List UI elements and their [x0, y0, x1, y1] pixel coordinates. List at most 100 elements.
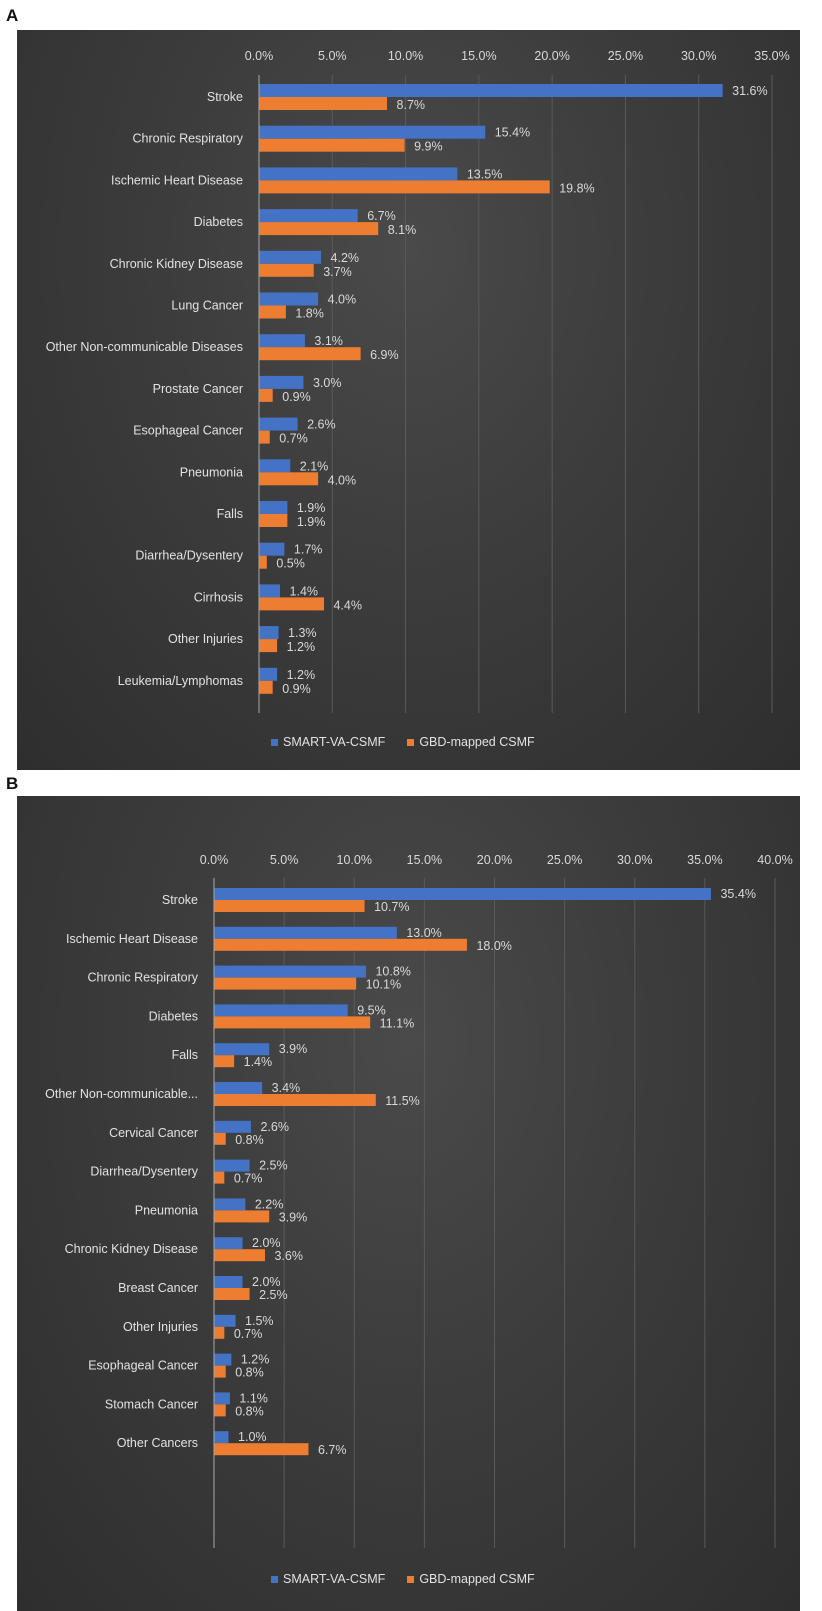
- legend-a-smart-swatch: [271, 738, 278, 746]
- chart-a-data-label-gbd-mapped-csmf: 6.9%: [370, 348, 399, 362]
- chart-a-bar-smart-va-csmf: [259, 375, 304, 389]
- chart-a-bar-smart-va-csmf: [259, 626, 279, 640]
- chart-b-data-label-gbd-mapped-csmf: 11.1%: [380, 1016, 415, 1030]
- chart-b-data-label-gbd-mapped-csmf: 6.7%: [318, 1443, 347, 1457]
- chart-b-category-label: Breast Cancer: [118, 1281, 198, 1295]
- chart-b-category-label: Other Cancers: [117, 1436, 198, 1450]
- chart-b-svg: 0.0% 5.0% 10.0% 15.0% 20.0% 25.0% 30.0% 35.0% 40…: [45, 853, 793, 1548]
- chart-a-bar-smart-va-csmf: [259, 292, 319, 306]
- chart-b-bar-smart-va-csmf: [214, 1353, 232, 1366]
- chart-a-data-label-smart-va-csmf: 3.0%: [313, 376, 342, 390]
- chart-a-x-tick-label: 15.0%: [461, 49, 496, 63]
- chart-a-data-label-gbd-mapped-csmf: 8.1%: [388, 223, 417, 237]
- chart-a-data-label-gbd-mapped-csmf: 3.7%: [323, 265, 352, 279]
- chart-b-bar-smart-va-csmf: [214, 1237, 243, 1250]
- chart-a-bar-smart-va-csmf: [259, 501, 288, 514]
- chart-b-data-label-smart-va-csmf: 9.5%: [357, 1003, 386, 1017]
- chart-b-x-tick-label: 5.0%: [270, 853, 299, 867]
- chart-a-x-tick-label: 0.0%: [245, 49, 274, 63]
- chart-a-data-label-gbd-mapped-csmf: 4.0%: [328, 473, 357, 487]
- chart-b-bar-gbd-mapped-csmf: [214, 900, 365, 912]
- chart-a-bar-gbd-mapped-csmf: [259, 472, 319, 486]
- chart-b-data-label-gbd-mapped-csmf: 10.1%: [366, 978, 401, 992]
- chart-a-x-tick-label: 30.0%: [681, 49, 716, 63]
- chart-b-data-label-smart-va-csmf: 10.8%: [375, 965, 410, 979]
- chart-a-bar-smart-va-csmf: [259, 542, 285, 556]
- chart-a-bar-smart-va-csmf: [259, 459, 291, 473]
- chart-a-bar-smart-va-csmf: [259, 584, 281, 598]
- chart-b-category-label: Chronic Respiratory: [88, 971, 199, 985]
- panel-a-letter: A: [6, 6, 19, 25]
- chart-a-data-label-smart-va-csmf: 1.4%: [290, 584, 319, 598]
- chart-a-bar-gbd-mapped-csmf: [259, 514, 288, 527]
- chart-a-data-label-smart-va-csmf: 4.2%: [331, 251, 360, 265]
- chart-a-category-label: Pneumonia: [180, 465, 243, 479]
- chart-b-data-label-gbd-mapped-csmf: 2.5%: [259, 1288, 288, 1302]
- chart-a-bar-gbd-mapped-csmf: [259, 263, 314, 277]
- chart-b-bar-gbd-mapped-csmf: [214, 1132, 226, 1145]
- chart-a-bar-gbd-mapped-csmf: [259, 222, 379, 236]
- chart-b-data-label-smart-va-csmf: 2.2%: [255, 1197, 283, 1211]
- chart-b-data-label-gbd-mapped-csmf: 3.6%: [274, 1249, 303, 1263]
- chart-b-bar-gbd-mapped-csmf: [214, 1443, 309, 1456]
- chart-a-data-label-smart-va-csmf: 31.6%: [732, 84, 767, 98]
- legend-b-smart-swatch: [271, 1575, 278, 1583]
- chart-b-category-label: Other Non-communicable...: [45, 1087, 198, 1101]
- chart-b-bar-smart-va-csmf: [214, 1276, 243, 1288]
- chart-a-category-label: Stroke: [207, 90, 243, 104]
- chart-a-bar-smart-va-csmf: [259, 209, 358, 223]
- chart-a-category-label: Chronic Kidney Disease: [110, 257, 243, 271]
- chart-b-bar-smart-va-csmf: [214, 1431, 229, 1444]
- chart-a-category-label: Cirrhosis: [194, 590, 243, 604]
- chart-a-bar-gbd-mapped-csmf: [259, 597, 324, 611]
- chart-a-data-label-gbd-mapped-csmf: 1.2%: [287, 640, 316, 654]
- chart-b-data-label-smart-va-csmf: 2.6%: [260, 1120, 289, 1134]
- chart-b-data-label-gbd-mapped-csmf: 0.8%: [235, 1404, 264, 1418]
- chart-a-data-label-smart-va-csmf: 3.1%: [314, 334, 343, 348]
- chart-b-bar-gbd-mapped-csmf: [214, 1210, 270, 1223]
- chart-a-data-label-gbd-mapped-csmf: 0.9%: [282, 390, 311, 404]
- chart-b-data-label-gbd-mapped-csmf: 11.5%: [385, 1094, 420, 1108]
- chart-a-bar-gbd-mapped-csmf: [259, 680, 273, 694]
- chart-b-data-label-smart-va-csmf: 1.0%: [238, 1430, 267, 1444]
- chart-a-x-tick-label: 10.0%: [388, 49, 423, 63]
- chart-b-category-label: Pneumonia: [135, 1203, 198, 1217]
- chart-b-bar-smart-va-csmf: [214, 1198, 246, 1211]
- chart-a-x-tick-label: 5.0%: [318, 49, 347, 63]
- chart-b-data-label-gbd-mapped-csmf: 0.7%: [234, 1172, 263, 1186]
- chart-a-data-label-smart-va-csmf: 13.5%: [467, 167, 502, 181]
- chart-a-bar-gbd-mapped-csmf: [259, 138, 405, 152]
- chart-a-bar-smart-va-csmf: [259, 84, 723, 97]
- chart-a-bar-gbd-mapped-csmf: [259, 388, 273, 402]
- chart-b-bar-gbd-mapped-csmf: [214, 1365, 226, 1378]
- chart-b-data-label-smart-va-csmf: 3.4%: [272, 1081, 301, 1095]
- chart-b-category-label: Falls: [172, 1048, 198, 1062]
- legend-a-smart-label: SMART-VA-CSMF: [283, 735, 386, 749]
- chart-a-bar-gbd-mapped-csmf: [259, 180, 550, 194]
- chart-b-category-label: Diabetes: [149, 1009, 198, 1023]
- chart-b-bar-smart-va-csmf: [214, 1159, 250, 1172]
- chart-b-category-label: Ischemic Heart Disease: [66, 932, 198, 946]
- chart-b-bar-smart-va-csmf: [214, 1004, 348, 1017]
- chart-b-data-label-smart-va-csmf: 1.2%: [241, 1353, 270, 1367]
- chart-b-category-label: Stroke: [162, 893, 198, 907]
- chart-b-data-label-gbd-mapped-csmf: 10.7%: [374, 900, 409, 914]
- chart-b-data-label-gbd-mapped-csmf: 1.4%: [244, 1055, 273, 1069]
- chart-b-data-label-smart-va-csmf: 2.0%: [252, 1275, 280, 1289]
- chart-a-category-label: Diabetes: [194, 215, 243, 229]
- chart-b-bar-gbd-mapped-csmf: [214, 1404, 226, 1417]
- chart-b-bar-smart-va-csmf: [214, 926, 397, 939]
- chart-b-bar-gbd-mapped-csmf: [214, 1288, 250, 1300]
- chart-a-data-label-gbd-mapped-csmf: 19.8%: [559, 181, 594, 195]
- chart-panel-b: 0.0% 5.0% 10.0% 15.0% 20.0% 25.0% 30.0% 35.0% 40…: [17, 796, 800, 1611]
- chart-b-data-label-smart-va-csmf: 1.1%: [239, 1391, 267, 1405]
- chart-a-data-label-smart-va-csmf: 2.1%: [300, 459, 329, 473]
- chart-a-data-label-gbd-mapped-csmf: 9.9%: [414, 140, 443, 154]
- chart-a-bar-smart-va-csmf: [259, 417, 298, 431]
- chart-a-category-label: Prostate Cancer: [153, 382, 243, 396]
- chart-b-bar-gbd-mapped-csmf: [214, 1055, 235, 1068]
- chart-b-bar-gbd-mapped-csmf: [214, 1016, 371, 1029]
- chart-a-data-label-gbd-mapped-csmf: 8.7%: [397, 98, 426, 112]
- chart-b-data-label-gbd-mapped-csmf: 0.8%: [235, 1133, 264, 1147]
- chart-a-data-label-gbd-mapped-csmf: 4.4%: [333, 598, 362, 612]
